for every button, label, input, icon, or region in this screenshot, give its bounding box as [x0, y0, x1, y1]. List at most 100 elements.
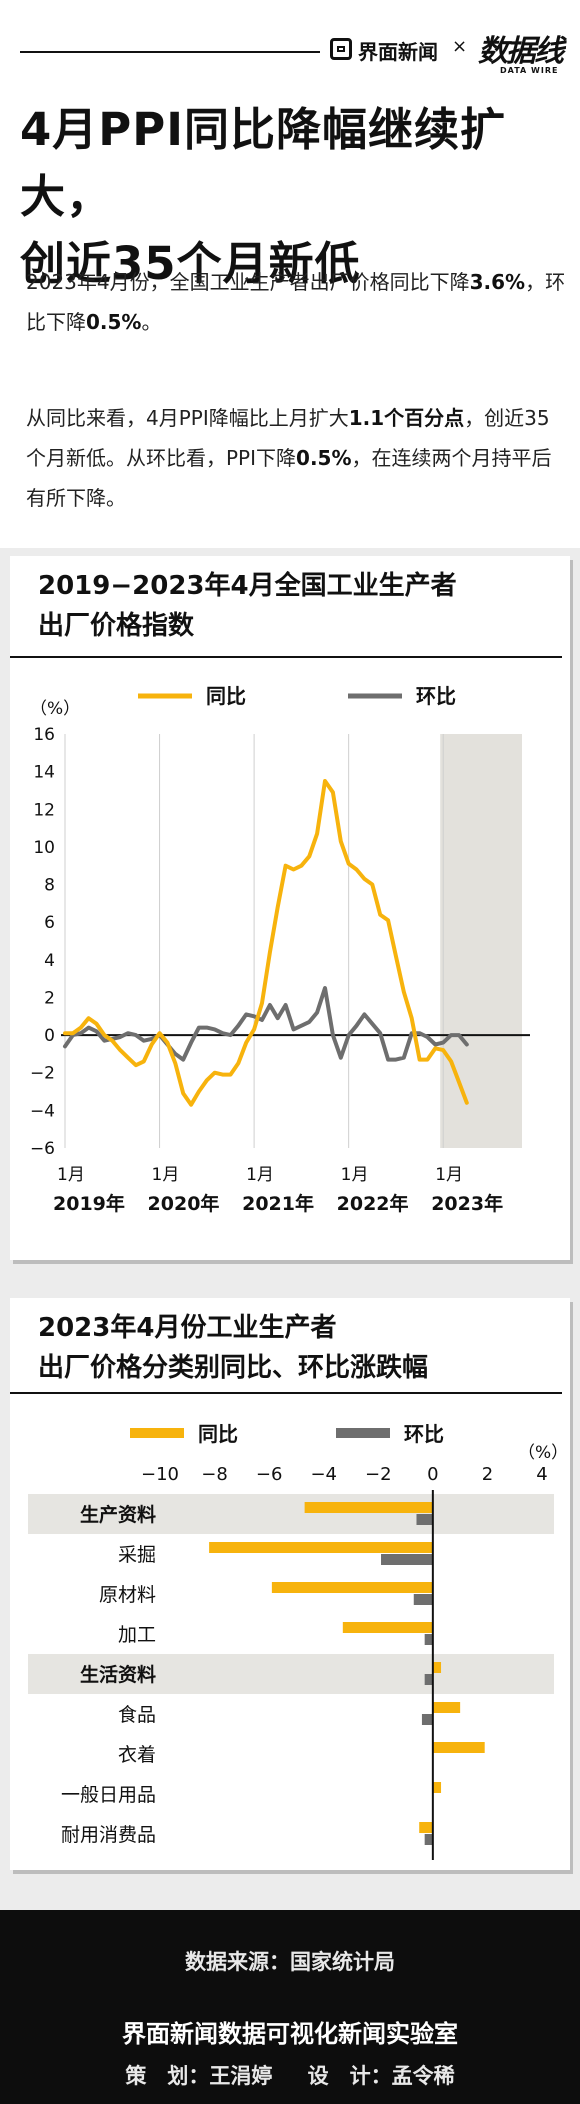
x-unit-label: （%） [518, 1443, 568, 1463]
bar-mom [424, 1674, 433, 1685]
series-line-yoy [63, 779, 469, 1107]
category-label: 耐用消费品 [61, 1824, 156, 1846]
category-group-band [28, 1494, 554, 1534]
y-tick-label: 0 [44, 1026, 55, 1046]
bar-yoy [304, 1502, 433, 1513]
intro-highlight: 3.6% [469, 270, 526, 294]
credits: 策 划：王涓婷 设 计：孟令稀 [0, 2060, 580, 2090]
y-tick-label: −6 [30, 1139, 55, 1159]
legend-label-yoy: 同比 [206, 684, 246, 708]
intro-highlight: 0.5% [296, 446, 352, 470]
x-tick-year-label: 2022年 [337, 1192, 409, 1215]
bar-yoy [432, 1702, 461, 1713]
x-tick-year-label: 2023年 [431, 1192, 503, 1215]
header: 界面新闻 × 数据线 DATA WIRE [0, 0, 580, 88]
headline: 4月PPI同比降幅继续扩大， 创近35个月新低 [20, 96, 570, 297]
intro-text: 从同比来看，4月PPI降幅比上月扩大 [26, 406, 349, 430]
intro-paragraph-2: 从同比来看，4月PPI降幅比上月扩大1.1个百分点，创近35个月新低。从环比看，… [26, 398, 566, 518]
line-chart-title: 2019−2023年4月全国工业生产者 出厂价格指数 [38, 566, 457, 646]
bar-chart: 同比 环比 （%） −10 −8 −6 −4 −2 0 2 4 生产资料采掘原材料加工生活资料食品衣着… [28, 1422, 568, 1860]
category-label: 加工 [118, 1624, 156, 1646]
data-wire-logo: 数据线 [478, 34, 564, 69]
line-chart-title-rule [10, 656, 562, 658]
planner-credit: 策 划：王涓婷 [125, 2064, 272, 2088]
x-tick-label: 4 [536, 1464, 547, 1485]
y-tick-label: 12 [33, 800, 55, 820]
data-wire-subtitle: DATA WIRE [500, 66, 559, 75]
brand-logo-icon [330, 38, 352, 60]
line-chart-title-line-2: 出厂价格指数 [38, 611, 195, 641]
line-chart-card: 2019−2023年4月全国工业生产者 出厂价格指数 16 14 12 10 8 6 4 2 0… [10, 556, 570, 1260]
legend-label-yoy: 同比 [198, 1422, 238, 1446]
y-tick-label: 8 [44, 876, 55, 896]
footer: 数据来源：国家统计局 界面新闻数据可视化新闻实验室 策 划：王涓婷 设 计：孟令… [0, 1910, 580, 2104]
y-tick-label: 6 [44, 913, 55, 933]
bar-chart-title: 2023年4月份工业生产者 出厂价格分类别同比、环比涨跌幅 [38, 1308, 428, 1388]
intro-text: ，环比下降 [26, 270, 566, 334]
x-tick-label: −8 [201, 1464, 228, 1485]
legend-swatch-yoy [130, 1428, 184, 1438]
bar-mom [421, 1714, 433, 1725]
intro-paragraph-1: 2023年4月份，全国工业生产者出厂价格同比下降3.6%，环比下降0.5%。 [26, 262, 566, 342]
category-label: 原材料 [99, 1584, 156, 1606]
y-tick-label: 14 [33, 763, 55, 783]
category-group-label: 生活资料 [80, 1663, 156, 1686]
bar-chart-title-line-1: 2023年4月份工业生产者 [38, 1313, 337, 1343]
planner-name: 王涓婷 [209, 2064, 273, 2088]
designer-name: 孟令稀 [391, 2064, 455, 2088]
y-tick-label: −4 [30, 1101, 55, 1121]
bar-chart-title-line-2: 出厂价格分类别同比、环比涨跌幅 [38, 1353, 429, 1383]
category-label: 食品 [118, 1704, 156, 1726]
x-tick-month-label: 1月 [435, 1165, 463, 1185]
planner-label: 策 划： [125, 2064, 210, 2088]
y-tick-label: 4 [44, 951, 55, 971]
bar-mom [424, 1834, 433, 1845]
bar-mom [416, 1514, 433, 1525]
x-tick-label: −6 [256, 1464, 283, 1485]
x-tick-year-label: 2021年 [242, 1192, 314, 1215]
intro-text: 2023年4月份，全国工业生产者出厂价格同比下降 [26, 270, 470, 294]
x-tick-month-label: 1月 [152, 1165, 180, 1185]
lab-name: 界面新闻数据可视化新闻实验室 [122, 2020, 458, 2048]
intro-highlight: 1.1个百分点 [348, 406, 465, 430]
bar-mom [381, 1554, 433, 1565]
bar-chart-title-rule [10, 1392, 562, 1394]
x-tick-label: 0 [427, 1464, 438, 1485]
bar-yoy [432, 1742, 485, 1753]
x-tick-month-label: 1月 [57, 1165, 85, 1185]
x-tick-label: −2 [365, 1464, 392, 1485]
bar-yoy [419, 1822, 433, 1833]
category-group-label: 生产资料 [80, 1503, 156, 1526]
bar-yoy [342, 1622, 433, 1633]
x-tick-year-label: 2019年 [53, 1192, 125, 1215]
category-label: 采掘 [118, 1544, 156, 1566]
legend-label-mom: 环比 [416, 684, 456, 708]
data-source: 数据来源：国家统计局 [185, 1950, 395, 1974]
designer-label: 设 计： [307, 2064, 392, 2088]
legend-swatch-mom [336, 1428, 390, 1438]
intro-highlight: 0.5% [86, 310, 142, 334]
category-label: 一般日用品 [61, 1784, 156, 1806]
intro-text: ，创近35个月新低。从环比看，PPI下降 [26, 406, 550, 470]
series-line-mom [63, 986, 469, 1062]
x-tick-label: −4 [310, 1464, 337, 1485]
bar-yoy [432, 1782, 442, 1793]
intro-text: 。 [141, 310, 162, 334]
y-tick-label: 16 [33, 725, 55, 745]
headline-line-1: 4月PPI同比降幅继续扩大， [20, 103, 507, 223]
bar-yoy [271, 1582, 433, 1593]
x-tick-label: −10 [141, 1464, 179, 1485]
y-tick-label: 2 [44, 988, 55, 1008]
y-tick-label: 10 [33, 838, 55, 858]
bar-yoy [432, 1662, 442, 1673]
x-tick-year-label: 2020年 [148, 1192, 220, 1215]
y-unit-label: （%） [30, 699, 80, 719]
x-tick-month-label: 1月 [246, 1165, 274, 1185]
bar-yoy [209, 1542, 433, 1553]
y-tick-label: −2 [30, 1064, 55, 1084]
category-group-band [28, 1654, 554, 1694]
legend-label-mom: 环比 [404, 1422, 444, 1446]
designer-credit: 设 计：孟令稀 [308, 2064, 455, 2088]
header-rule [20, 51, 320, 53]
intro-text: ，在连续两个月持平后有所下降。 [26, 446, 552, 510]
